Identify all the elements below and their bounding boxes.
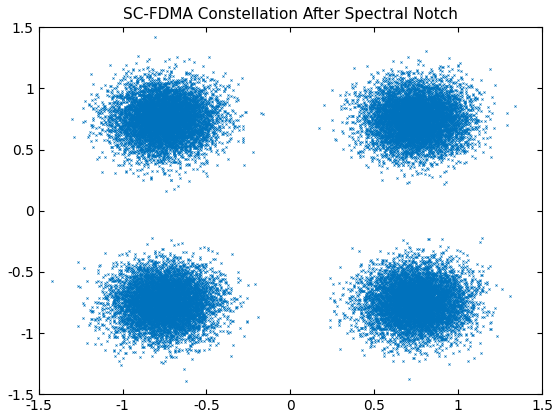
Title: SC-FDMA Constellation After Spectral Notch: SC-FDMA Constellation After Spectral Not… [123,7,458,22]
